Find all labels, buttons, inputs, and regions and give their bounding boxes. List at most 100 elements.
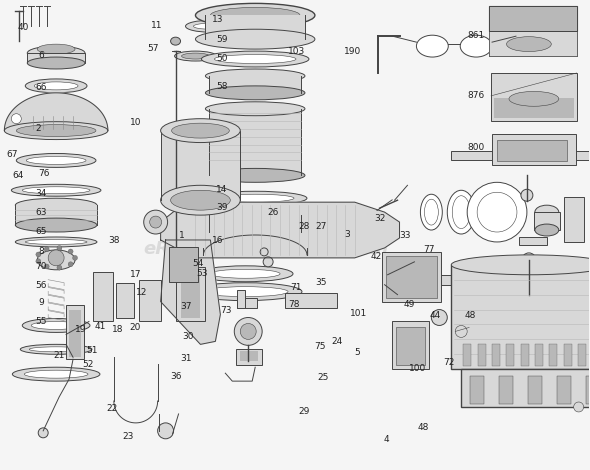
Text: 41: 41 <box>94 321 106 330</box>
Bar <box>563 197 584 242</box>
Polygon shape <box>4 93 108 131</box>
Circle shape <box>240 323 256 339</box>
Text: 52: 52 <box>83 360 94 369</box>
Text: 64: 64 <box>12 171 24 180</box>
Circle shape <box>467 182 527 242</box>
Text: 25: 25 <box>317 373 329 382</box>
Polygon shape <box>160 240 220 345</box>
Circle shape <box>36 252 41 257</box>
Text: 30: 30 <box>182 332 194 341</box>
Circle shape <box>158 423 173 439</box>
Circle shape <box>57 246 62 251</box>
Bar <box>535 345 543 366</box>
Bar <box>382 252 441 302</box>
Ellipse shape <box>417 35 448 57</box>
Ellipse shape <box>424 199 438 225</box>
Ellipse shape <box>198 266 293 282</box>
Circle shape <box>48 250 64 266</box>
Bar <box>451 265 590 369</box>
Text: 58: 58 <box>216 82 227 91</box>
Circle shape <box>477 192 517 232</box>
Text: 48: 48 <box>417 423 429 432</box>
Bar <box>205 16 305 39</box>
Bar <box>451 150 590 160</box>
Text: 1: 1 <box>179 230 185 240</box>
Circle shape <box>36 259 41 264</box>
Ellipse shape <box>535 205 559 219</box>
Text: 11: 11 <box>151 21 163 30</box>
Text: 57: 57 <box>147 44 159 53</box>
Bar <box>66 305 84 359</box>
Bar <box>237 290 245 307</box>
Text: 10: 10 <box>130 118 141 127</box>
Text: 18: 18 <box>112 325 123 334</box>
Text: 24: 24 <box>332 337 343 346</box>
Bar <box>93 272 113 321</box>
Ellipse shape <box>204 240 307 256</box>
Ellipse shape <box>205 86 305 100</box>
Ellipse shape <box>451 255 590 275</box>
Text: 34: 34 <box>35 189 47 198</box>
Polygon shape <box>489 7 576 31</box>
Polygon shape <box>204 235 307 255</box>
Text: 21: 21 <box>53 351 65 360</box>
Text: 36: 36 <box>171 372 182 381</box>
Text: 48: 48 <box>464 311 476 320</box>
Bar <box>497 140 567 161</box>
Ellipse shape <box>4 122 108 140</box>
Text: 9: 9 <box>38 298 44 307</box>
Text: 53: 53 <box>196 269 208 278</box>
Text: 75: 75 <box>314 342 326 351</box>
Bar <box>169 247 198 282</box>
Bar <box>534 212 560 230</box>
Bar <box>69 310 81 357</box>
Text: 876: 876 <box>467 91 484 100</box>
Ellipse shape <box>175 51 217 61</box>
Text: 37: 37 <box>181 302 192 311</box>
Bar <box>506 345 514 366</box>
Text: 39: 39 <box>216 204 227 212</box>
Circle shape <box>263 257 273 267</box>
Bar <box>489 7 576 56</box>
Ellipse shape <box>160 185 240 215</box>
Ellipse shape <box>25 79 87 93</box>
Bar <box>491 73 576 121</box>
Text: 72: 72 <box>443 358 454 367</box>
Bar <box>564 345 572 366</box>
Text: 16: 16 <box>212 236 223 245</box>
Text: 54: 54 <box>192 259 204 268</box>
Bar <box>386 256 437 298</box>
Ellipse shape <box>25 240 87 244</box>
Text: 27: 27 <box>316 222 327 231</box>
Text: 78: 78 <box>288 300 300 309</box>
Bar <box>528 376 542 404</box>
Ellipse shape <box>453 196 470 228</box>
Circle shape <box>414 321 425 333</box>
Circle shape <box>150 216 162 228</box>
Ellipse shape <box>201 51 309 67</box>
Circle shape <box>44 247 49 252</box>
Ellipse shape <box>171 190 230 210</box>
Text: 28: 28 <box>298 222 310 231</box>
Ellipse shape <box>15 198 97 212</box>
Bar <box>27 53 85 63</box>
Text: 66: 66 <box>35 83 47 92</box>
Ellipse shape <box>460 35 492 57</box>
Circle shape <box>573 402 584 412</box>
Ellipse shape <box>15 237 97 247</box>
Ellipse shape <box>194 23 227 29</box>
Bar <box>209 76 301 93</box>
Text: 76: 76 <box>38 169 50 178</box>
Text: 6: 6 <box>38 51 44 60</box>
Bar <box>240 351 258 361</box>
Ellipse shape <box>160 119 240 142</box>
Ellipse shape <box>535 224 559 236</box>
Text: 8: 8 <box>38 247 44 256</box>
Text: 59: 59 <box>216 35 227 44</box>
Ellipse shape <box>182 53 209 59</box>
Text: 67: 67 <box>6 150 18 159</box>
Text: 65: 65 <box>35 227 47 236</box>
Ellipse shape <box>447 190 475 234</box>
Bar <box>470 376 484 404</box>
Bar <box>492 345 500 366</box>
